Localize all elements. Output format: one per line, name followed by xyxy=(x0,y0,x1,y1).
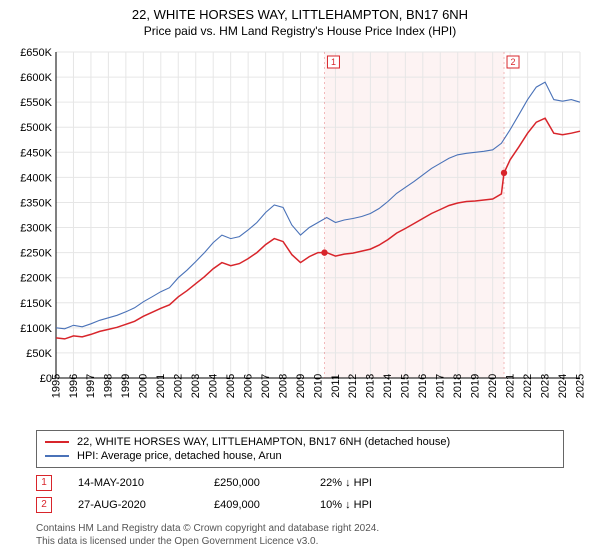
svg-text:£300K: £300K xyxy=(20,222,52,234)
svg-text:£500K: £500K xyxy=(20,122,52,134)
svg-text:2022: 2022 xyxy=(522,373,534,397)
sale-price: £250,000 xyxy=(214,477,294,489)
svg-text:1997: 1997 xyxy=(85,373,97,397)
svg-text:£250K: £250K xyxy=(20,247,52,259)
sale-price: £409,000 xyxy=(214,499,294,511)
legend-swatch xyxy=(45,441,69,443)
svg-text:2001: 2001 xyxy=(155,373,167,397)
svg-text:£150K: £150K xyxy=(20,297,52,309)
svg-text:£200K: £200K xyxy=(20,272,52,284)
svg-text:£350K: £350K xyxy=(20,197,52,209)
chart: £0£50K£100K£150K£200K£250K£300K£350K£400… xyxy=(10,44,590,424)
legend-swatch xyxy=(45,455,69,457)
sale-date: 27-AUG-2020 xyxy=(78,499,188,511)
svg-text:2: 2 xyxy=(511,57,516,67)
svg-text:2025: 2025 xyxy=(574,373,586,397)
svg-text:1996: 1996 xyxy=(68,373,80,397)
sale-row: 1 14-MAY-2010 £250,000 22% ↓ HPI xyxy=(36,472,564,494)
svg-text:2023: 2023 xyxy=(539,373,551,397)
svg-text:1999: 1999 xyxy=(120,373,132,397)
svg-text:2003: 2003 xyxy=(190,373,202,397)
sale-hpi-diff: 22% ↓ HPI xyxy=(320,477,372,489)
svg-text:2005: 2005 xyxy=(225,373,237,397)
legend-label: 22, WHITE HORSES WAY, LITTLEHAMPTON, BN1… xyxy=(77,436,450,448)
svg-text:£400K: £400K xyxy=(20,172,52,184)
svg-text:2006: 2006 xyxy=(242,373,254,397)
svg-text:2021: 2021 xyxy=(504,373,516,397)
legend-item: 22, WHITE HORSES WAY, LITTLEHAMPTON, BN1… xyxy=(45,435,555,449)
legend-label: HPI: Average price, detached house, Arun xyxy=(77,450,282,462)
attribution-line-1: Contains HM Land Registry data © Crown c… xyxy=(36,522,564,536)
svg-text:1: 1 xyxy=(331,57,336,67)
svg-text:2015: 2015 xyxy=(400,373,412,397)
svg-text:2007: 2007 xyxy=(260,373,272,397)
svg-text:2024: 2024 xyxy=(557,373,569,397)
sale-date: 14-MAY-2010 xyxy=(78,477,188,489)
svg-text:2019: 2019 xyxy=(470,373,482,397)
svg-text:2017: 2017 xyxy=(435,373,447,397)
attribution: Contains HM Land Registry data © Crown c… xyxy=(36,522,564,549)
chart-svg: £0£50K£100K£150K£200K£250K£300K£350K£400… xyxy=(10,44,590,424)
svg-text:1998: 1998 xyxy=(103,373,115,397)
chart-title: 22, WHITE HORSES WAY, LITTLEHAMPTON, BN1… xyxy=(10,6,590,24)
sale-badge: 2 xyxy=(36,497,52,513)
svg-text:2002: 2002 xyxy=(173,373,185,397)
svg-text:£600K: £600K xyxy=(20,72,52,84)
chart-subtitle: Price paid vs. HM Land Registry's House … xyxy=(10,24,590,38)
svg-text:£50K: £50K xyxy=(26,347,52,359)
attribution-line-2: This data is licensed under the Open Gov… xyxy=(36,535,564,549)
legend-item: HPI: Average price, detached house, Arun xyxy=(45,449,555,463)
svg-text:£550K: £550K xyxy=(20,97,52,109)
svg-text:2004: 2004 xyxy=(207,373,219,397)
svg-text:2009: 2009 xyxy=(295,373,307,397)
svg-text:2008: 2008 xyxy=(277,373,289,397)
svg-text:2018: 2018 xyxy=(452,373,464,397)
svg-text:2016: 2016 xyxy=(417,373,429,397)
sale-hpi-diff: 10% ↓ HPI xyxy=(320,499,372,511)
svg-text:£100K: £100K xyxy=(20,322,52,334)
legend: 22, WHITE HORSES WAY, LITTLEHAMPTON, BN1… xyxy=(36,430,564,468)
svg-text:2012: 2012 xyxy=(347,373,359,397)
svg-text:2010: 2010 xyxy=(312,373,324,397)
sales-table: 1 14-MAY-2010 £250,000 22% ↓ HPI 2 27-AUG-202… xyxy=(36,472,564,516)
svg-text:2000: 2000 xyxy=(138,373,150,397)
svg-text:2014: 2014 xyxy=(382,373,394,397)
svg-text:2020: 2020 xyxy=(487,373,499,397)
svg-text:2013: 2013 xyxy=(365,373,377,397)
svg-text:£650K: £650K xyxy=(20,47,52,59)
svg-text:£450K: £450K xyxy=(20,147,52,159)
sale-badge: 1 xyxy=(36,475,52,491)
sale-row: 2 27-AUG-2020 £409,000 10% ↓ HPI xyxy=(36,494,564,516)
